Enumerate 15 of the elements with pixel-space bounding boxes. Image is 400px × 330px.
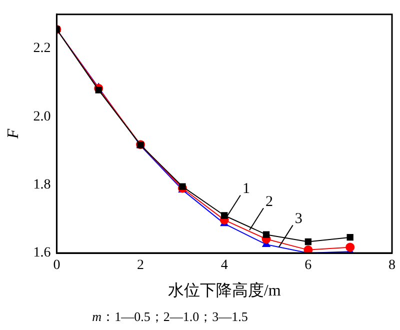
y-tick-label: 1.6	[33, 246, 51, 261]
y-tick-label: 1.8	[33, 178, 51, 192]
y-tick-label: 2.2	[33, 41, 51, 56]
x-tick-label: 6	[304, 258, 312, 274]
x-tick-label: 4	[220, 258, 228, 274]
y-tick-label: 2.0	[33, 109, 51, 124]
x-tick-label: 2	[137, 258, 144, 274]
text: m：1—0.5；2—1.0；3—1.5	[91, 308, 249, 326]
annotation: 2	[265, 194, 273, 210]
x-tick-label: 0	[53, 258, 60, 274]
annotation: 1	[242, 181, 250, 198]
y-axis-title: F	[4, 128, 22, 140]
x-axis-title: 水位下降高度/m	[168, 282, 282, 300]
x-tick-label: 8	[388, 258, 396, 274]
annotation: 3	[294, 211, 302, 228]
